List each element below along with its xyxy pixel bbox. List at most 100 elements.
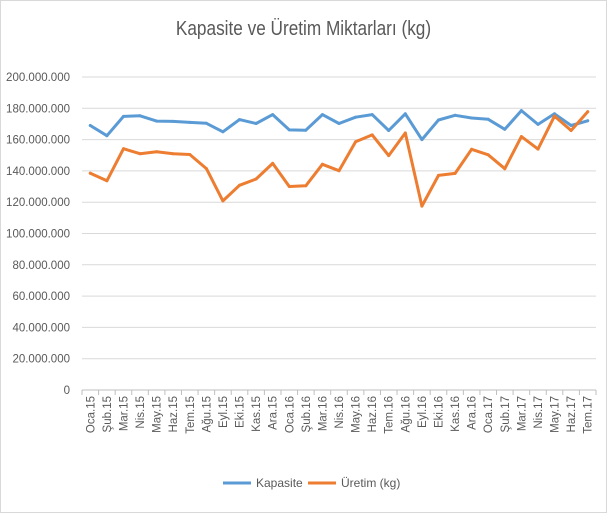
data-point <box>354 115 358 119</box>
data-point <box>569 124 573 127</box>
data-point <box>337 122 341 125</box>
x-tick-label: Tem.16 <box>384 396 396 434</box>
data-point <box>553 114 556 118</box>
data-point <box>271 113 275 117</box>
x-tick-label: Mar.15 <box>118 396 130 431</box>
data-point <box>287 185 291 188</box>
x-tick-label: Ara.16 <box>467 396 479 430</box>
data-point <box>437 173 440 177</box>
data-point <box>553 112 556 116</box>
legend-label: Kapasite <box>256 476 303 490</box>
x-tick-label: Şub.15 <box>102 396 114 432</box>
data-point <box>354 140 358 144</box>
data-point <box>503 167 507 171</box>
x-tick-label: Kas.15 <box>251 396 263 432</box>
legend: Kapasite Üretim (kg) <box>223 476 400 490</box>
data-point <box>188 120 192 124</box>
legend-label: Üretim (kg) <box>341 476 400 490</box>
data-point <box>188 153 192 156</box>
y-tick-label: 120.000.000 <box>6 197 70 209</box>
x-tick-label: Tem.17 <box>583 396 595 434</box>
data-point <box>171 152 175 156</box>
data-point <box>271 161 275 165</box>
data-point <box>320 162 324 166</box>
y-tick-label: 200.000.000 <box>6 72 70 84</box>
x-tick-label: Eki.15 <box>235 396 247 428</box>
x-tick-label: Ara.15 <box>268 396 280 430</box>
x-tick-label: Nis.17 <box>533 396 545 429</box>
data-point <box>536 147 540 151</box>
x-tick-label: Nis.15 <box>135 396 147 429</box>
y-tick-label: 140.000.000 <box>6 166 70 178</box>
data-point <box>155 150 159 154</box>
data-point <box>486 153 490 157</box>
data-point <box>569 129 573 132</box>
data-point <box>105 179 109 183</box>
x-tick-label: Şub.17 <box>500 396 512 432</box>
data-point <box>337 169 341 173</box>
x-tick-label: Şub.16 <box>301 396 313 432</box>
data-point <box>536 122 540 126</box>
data-point <box>122 147 125 151</box>
data-point <box>221 130 225 134</box>
series-lines <box>88 109 590 208</box>
data-point <box>155 119 159 123</box>
x-tick-label: Tem.15 <box>185 396 197 434</box>
x-tick-label: Eyl.15 <box>218 396 230 428</box>
x-tick-label: Mar.17 <box>516 396 528 431</box>
x-tick-label: Nis.16 <box>334 396 346 429</box>
data-point <box>586 110 590 114</box>
data-point <box>519 109 523 113</box>
x-tick-label: May.15 <box>152 396 164 433</box>
x-axis: Oca.15 Şub.15 Mar.15 Nis.15 May.15 Haz.15 Tem.… <box>81 390 597 434</box>
y-tick-label: 100.000.000 <box>6 229 70 241</box>
data-point <box>387 129 391 132</box>
y-tick-label: 20.000.000 <box>12 354 70 366</box>
data-point <box>304 128 308 132</box>
data-point <box>519 135 523 139</box>
x-tick-label: Mar.16 <box>317 396 329 431</box>
x-tick-label: Haz.17 <box>566 396 578 432</box>
data-point <box>287 128 291 132</box>
data-point <box>204 167 208 171</box>
data-point <box>437 118 440 122</box>
series-line-1 <box>88 110 590 208</box>
y-tick-label: 60.000.000 <box>12 291 70 303</box>
data-point <box>88 171 92 175</box>
data-point <box>403 112 407 116</box>
data-point <box>503 127 507 131</box>
series-line-0 <box>88 109 590 142</box>
data-point <box>254 122 258 125</box>
x-tick-label: Eki.16 <box>433 396 445 428</box>
data-point <box>470 147 474 151</box>
data-point <box>453 171 457 175</box>
x-tick-label: Oca.17 <box>483 396 495 433</box>
data-point <box>221 199 225 203</box>
x-tick-label: Kas.16 <box>450 396 462 432</box>
data-point <box>387 154 391 158</box>
x-tick-label: May.16 <box>351 396 363 433</box>
data-point <box>486 117 490 121</box>
x-tick-label: Oca.16 <box>284 396 296 433</box>
data-point <box>370 133 374 137</box>
y-tick-label: 180.000.000 <box>6 103 70 115</box>
data-point <box>238 118 241 122</box>
data-point <box>238 183 241 187</box>
x-tick-label: Haz.16 <box>367 396 379 432</box>
data-point <box>171 119 175 123</box>
data-point <box>138 114 142 118</box>
y-axis: 0 20.000.000 40.000.000 60.000.000 80.000.00… <box>6 72 70 397</box>
chart-title: Kapasite ve Üretim Miktarları (kg) <box>175 18 432 40</box>
x-tick-label: Eyl.16 <box>417 396 429 428</box>
data-point <box>122 114 125 118</box>
data-point <box>204 121 208 125</box>
data-point <box>138 152 142 156</box>
data-point <box>88 124 92 127</box>
data-point <box>420 138 424 142</box>
y-tick-label: 0 <box>64 385 70 397</box>
y-tick-label: 160.000.000 <box>6 135 70 147</box>
x-tick-label: Haz.15 <box>168 396 180 432</box>
data-point <box>420 204 424 208</box>
